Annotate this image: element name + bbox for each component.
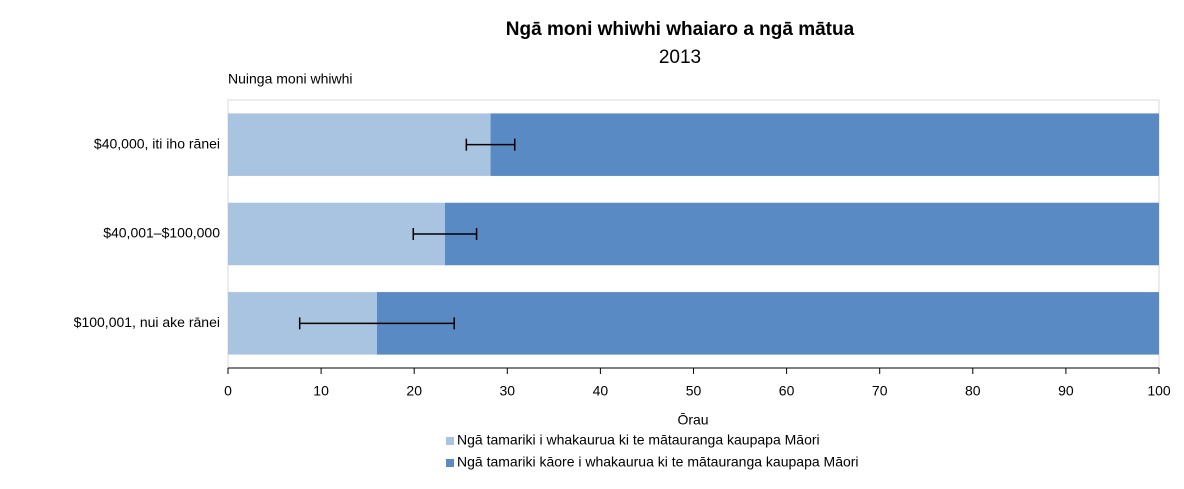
legend-swatch [446, 437, 454, 445]
x-tick-label: 40 [593, 383, 609, 399]
x-tick-label: 10 [313, 383, 329, 399]
x-tick-label: 0 [224, 383, 232, 399]
x-tick-label: 50 [686, 383, 702, 399]
error-bar [298, 317, 455, 330]
x-tick-label: 90 [1058, 383, 1074, 399]
chart-subtitle: 2013 [659, 47, 701, 68]
y-tick-label: $40,000, iti iho rānei [94, 135, 220, 151]
legend-swatch [446, 459, 454, 467]
y-tick-label: $100,001, nui ake rānei [74, 314, 220, 330]
legend-label: Ngā tamariki kāore i whakaurua ki te māt… [457, 454, 859, 470]
legend-label: Ngā tamariki i whakaurua ki te mātaurang… [457, 432, 820, 448]
bar-segment [444, 202, 1160, 266]
bar-segment [376, 292, 1160, 355]
error-bar [465, 138, 516, 151]
bar-segment [228, 202, 445, 266]
error-bar [412, 228, 478, 240]
chart-title: Ngā moni whiwhi whaiaro a ngā mātua [506, 19, 855, 40]
x-tick-label: 60 [779, 383, 795, 399]
y-axis-title: Nuinga moni whiwhi [228, 71, 353, 87]
x-tick-label: 30 [500, 383, 516, 399]
x-tick-label: 100 [1147, 383, 1171, 399]
x-tick-label: 70 [872, 383, 888, 399]
y-tick-label: $40,001–$100,000 [103, 225, 220, 241]
x-tick-label: 20 [406, 383, 422, 399]
x-axis-title: Ōrau [677, 412, 708, 428]
bar-segment [228, 113, 491, 176]
x-tick-label: 80 [965, 383, 981, 399]
bar-segment [490, 113, 1159, 176]
